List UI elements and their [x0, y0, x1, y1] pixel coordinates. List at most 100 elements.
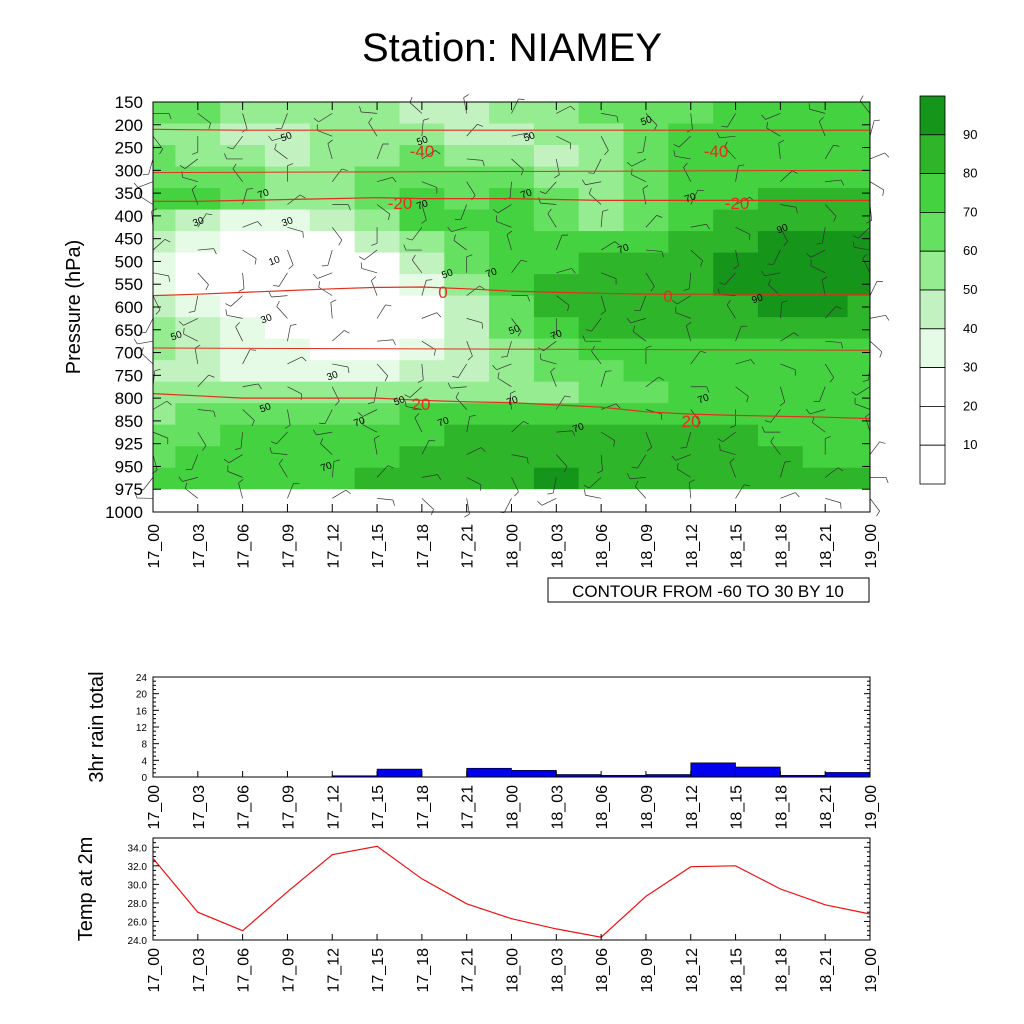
wind-barb [466, 158, 483, 161]
wind-barb-flag [232, 163, 237, 170]
rh-cell [489, 123, 535, 146]
rh-cell [623, 424, 669, 447]
rh-cell [153, 231, 176, 254]
rh-cell [757, 467, 804, 490]
wind-barb-flag [429, 439, 436, 442]
temperature-contour-label: -40 [410, 142, 435, 161]
wind-barb [637, 454, 647, 469]
wind-barb [824, 145, 834, 160]
rh-cell [153, 274, 176, 297]
rh-cell [623, 446, 669, 469]
rh-cell [489, 467, 535, 490]
temp-y-tick-label: 24.0 [128, 936, 148, 947]
wind-barb-flag [791, 170, 798, 174]
rh-cell [399, 360, 445, 383]
wind-barb [376, 143, 384, 160]
wind-barb [511, 421, 524, 433]
wind-barb [556, 395, 566, 410]
rh-contour-label: 30 [259, 312, 274, 326]
rh-cell [757, 274, 804, 297]
rh-cell [668, 231, 714, 254]
wind-barb-flag [882, 189, 885, 196]
wind-barb [317, 130, 333, 137]
wind-barb [724, 147, 736, 160]
wind-barb-flag [673, 144, 680, 148]
wind-barb [421, 204, 427, 220]
wind-barb [511, 318, 522, 332]
wind-barb-flag [862, 379, 869, 382]
wind-barb-flag [257, 221, 262, 227]
rain-x-tick-label: 17_06 [236, 785, 253, 830]
rh-cell [309, 295, 356, 318]
y-tick-label: 1000 [105, 503, 143, 522]
wind-barb-flag [411, 254, 416, 261]
wind-barb [332, 489, 347, 499]
wind-barb [735, 484, 745, 499]
rh-cell [399, 252, 445, 275]
rh-cell [668, 252, 714, 275]
wind-barb-flag [387, 214, 391, 220]
rh-cell [444, 231, 490, 254]
rh-cell [757, 166, 804, 189]
wind-barb-flag [435, 150, 441, 155]
rh-cell [220, 403, 266, 426]
y-tick-label: 800 [115, 389, 143, 408]
wind-barb-flag [235, 322, 240, 328]
rh-cell [175, 317, 221, 340]
wind-barb-flag [874, 119, 881, 122]
rh-contour-label: 70 [319, 460, 334, 474]
rh-cell [847, 166, 871, 189]
rain-plot-frame [152, 676, 871, 778]
wind-barb [421, 312, 437, 319]
rh-cell [578, 188, 625, 211]
wind-barb [773, 249, 781, 265]
rh-cell [802, 424, 849, 447]
rain-bar [735, 766, 781, 778]
wind-barb-flag [202, 445, 207, 451]
temp-x-tick-label: 17_18 [415, 948, 432, 993]
rh-cell [153, 424, 176, 447]
y-tick-label: 150 [115, 93, 143, 112]
wind-barb [152, 454, 158, 471]
wind-barb-flag [661, 251, 664, 258]
wind-barb [780, 386, 786, 403]
wind-barb-flag [274, 143, 277, 150]
wind-barb [778, 142, 781, 159]
rain-x-tick-label: 18_00 [505, 785, 522, 830]
rain-x-tick-label: 17_03 [191, 785, 208, 830]
rh-cell [713, 381, 759, 404]
wind-barb-flag [320, 437, 324, 444]
colorbar-box [919, 444, 946, 485]
rh-cell [802, 166, 849, 189]
wind-barb-flag [537, 501, 543, 506]
wind-barb [232, 168, 243, 182]
wind-barb [242, 409, 255, 421]
wind-barb-flag [463, 94, 469, 98]
rh-cell [220, 274, 266, 297]
rh-cell [444, 424, 490, 447]
wind-barb [197, 409, 214, 412]
wind-barb [780, 461, 786, 478]
wind-barb-flag [591, 345, 595, 352]
wind-barb [869, 441, 880, 455]
wind-barb-flag [653, 124, 658, 131]
wind-barb-flag [191, 185, 197, 190]
rh-contour-label: 70 [571, 421, 586, 435]
wind-barb-flag [343, 330, 350, 334]
wind-barb-flag [334, 400, 340, 406]
wind-barb [556, 430, 573, 433]
wind-barb [278, 463, 288, 478]
wind-barb [540, 359, 557, 365]
wind-barb-flag [368, 117, 373, 123]
wind-barb [197, 213, 207, 228]
wind-barb [600, 136, 609, 151]
wind-barb-flag [840, 342, 844, 349]
x-tick-label: 18_09 [639, 524, 656, 569]
rh-cell [623, 252, 669, 275]
wind-barb [645, 272, 655, 287]
wind-barb-flag [276, 300, 280, 307]
rh-contour-label: 70 [352, 415, 367, 429]
rh-cell [578, 317, 625, 340]
wind-barb [642, 136, 647, 152]
wind-barb [316, 431, 333, 436]
